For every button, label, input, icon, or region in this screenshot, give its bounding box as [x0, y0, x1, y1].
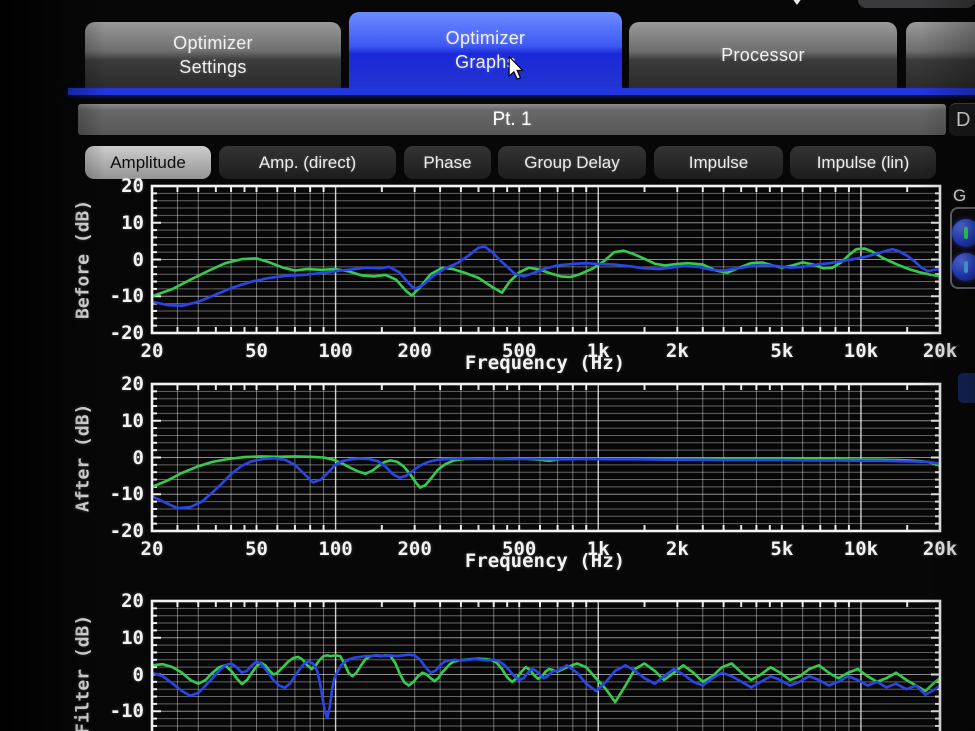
chart-filter-plot [150, 599, 942, 731]
y-tick-label: 10 [121, 409, 144, 432]
tab-optimizer-graphs[interactable]: Optimizer Graphs [349, 12, 622, 88]
y-tick-label: 0 [132, 663, 144, 686]
x-tick-label: 10k [843, 340, 879, 362]
x-tick-label: 5k [770, 340, 794, 362]
x-tick-label: 100 [318, 538, 353, 560]
view-tab-label: Group Delay [524, 153, 620, 172]
tab-amp-direct[interactable]: Amp. (direct) [219, 146, 396, 179]
y-axis-label: Before (dB) [72, 199, 94, 320]
tab-group-delay[interactable]: Group Delay [498, 146, 646, 179]
y-axis-label: Filter (dB) [72, 614, 94, 731]
top-edge-panel-fragment [858, 0, 975, 8]
tab-label-line: Processor [721, 45, 805, 65]
y-tick-label: 20 [121, 373, 144, 395]
view-tab-label: Impulse [688, 153, 749, 172]
frequency-axis-label: Frequency (Hz) [464, 352, 626, 374]
y-tick-label: -10 [109, 700, 144, 723]
x-tick-label: 100 [318, 340, 353, 362]
y-tick-label: 0 [132, 248, 144, 271]
curve-blue-before [150, 245, 942, 308]
tab-impulse-lin[interactable]: Impulse (lin) [790, 146, 936, 179]
right-panel-partial-tab[interactable]: D [949, 103, 975, 136]
y-tick-label: 20 [121, 175, 144, 197]
tab-impulse[interactable]: Impulse [654, 146, 783, 179]
point-selector-bar[interactable]: Pt. 1 [78, 104, 946, 135]
curve-green-filter [150, 654, 942, 704]
view-tab-label: Phase [423, 153, 472, 172]
curve-blue-filter [150, 653, 942, 720]
x-tick-label: 50 [245, 340, 268, 362]
graph-legend-label: G [953, 186, 967, 205]
legend-green-curve-button[interactable] [952, 219, 975, 247]
tab-processor[interactable]: Processor [629, 22, 897, 88]
x-tick-label: 10k [843, 538, 879, 560]
selected-tab-underline [68, 88, 975, 95]
y-axis-label: After (dB) [72, 403, 94, 512]
y-tick-label: 10 [121, 211, 144, 234]
right-panel-label: D [956, 109, 971, 131]
view-tab-label: Amplitude [110, 153, 186, 172]
frequency-axis-label: Frequency (Hz) [464, 550, 626, 572]
green-curve-swatch-icon [964, 227, 968, 239]
x-tick-label: 20k [922, 340, 958, 362]
view-tab-label: Impulse (lin) [816, 153, 910, 172]
point-label: Pt. 1 [492, 109, 532, 130]
chart-before-plot [150, 184, 942, 335]
y-tick-label: 20 [121, 590, 144, 612]
tab-partial[interactable] [906, 22, 975, 88]
x-tick-label: 50 [245, 538, 268, 560]
view-tab-label: Amp. (direct) [258, 153, 357, 172]
y-tick-label: -10 [109, 285, 144, 308]
tab-label-line: Graphs [455, 52, 516, 72]
x-tick-label: 5k [770, 538, 794, 560]
tab-optimizer-settings[interactable]: Optimizer Settings [85, 22, 341, 88]
tab-label-line: Optimizer [173, 33, 253, 53]
curve-blue-after [150, 456, 942, 510]
x-tick-label: 20 [140, 538, 164, 560]
tab-label-line: Optimizer [445, 28, 526, 48]
right-panel-fragment [958, 373, 975, 403]
y-tick-label: -10 [109, 483, 144, 506]
tab-label-line: Settings [179, 57, 247, 77]
chevron-down-icon [789, 0, 805, 5]
chart-after-plot [150, 382, 942, 533]
x-tick-label: 20k [922, 538, 958, 560]
tab-phase[interactable]: Phase [404, 146, 491, 179]
y-tick-label: 10 [121, 626, 144, 649]
blue-curve-swatch-icon [964, 261, 968, 273]
y-tick-label: 0 [132, 446, 144, 469]
legend-blue-curve-button[interactable] [952, 253, 975, 281]
mouse-cursor-icon [508, 56, 524, 80]
x-tick-label: 20 [140, 340, 164, 362]
